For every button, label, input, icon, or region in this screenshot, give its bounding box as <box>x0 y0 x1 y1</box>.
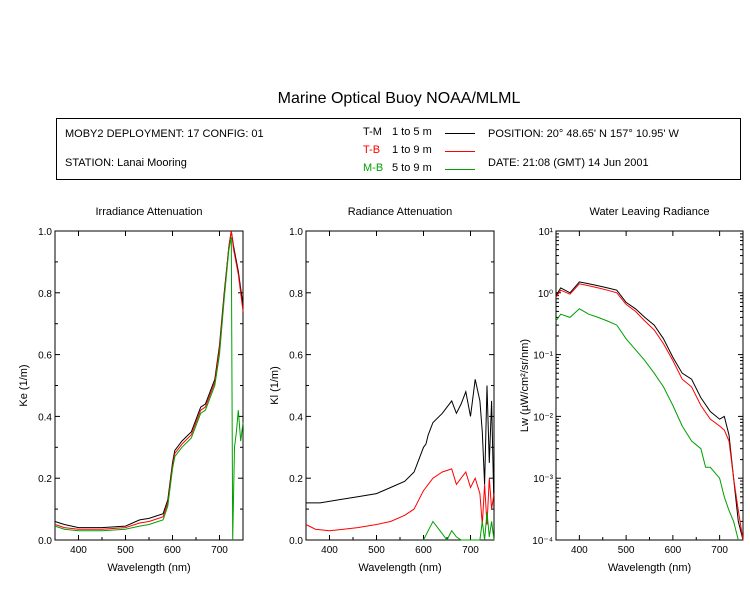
chart1-ytick-label: 0.4 <box>38 412 52 423</box>
chart1-xtick-label: 600 <box>164 545 181 556</box>
chart3-series-t-m <box>555 281 744 541</box>
chart2-ytick-label: 0.0 <box>289 536 303 547</box>
chart2-xtick-label: 600 <box>415 545 432 556</box>
chart2-xtick-label: 500 <box>368 545 385 556</box>
chart3-ytick-label: 10⁻¹ <box>533 351 553 362</box>
chart2-xlabel: Wavelength (nm) <box>358 562 441 574</box>
legend-line-tb <box>445 151 475 152</box>
chart3-series-t-b <box>555 283 744 541</box>
info-box: MOBY2 DEPLOYMENT: 17 CONFIG: 01 STATION:… <box>56 118 741 180</box>
chart1-xtick-label: 400 <box>70 545 87 556</box>
chart2-series-t-m <box>306 379 495 510</box>
chart1-ytick-label: 0.2 <box>38 474 52 485</box>
chart1-series-m-b <box>54 237 244 541</box>
legend-range-tb: 1 to 9 m <box>392 144 432 156</box>
main-title: Marine Optical Buoy NOAA/MLML <box>277 90 521 107</box>
chart3-ytick-label: 10⁻⁴ <box>532 536 553 547</box>
deployment-text: MOBY2 DEPLOYMENT: 17 CONFIG: 01 <box>65 128 264 140</box>
chart2-xtick-label: 700 <box>462 545 479 556</box>
chart3-xtick-label: 700 <box>711 545 728 556</box>
chart2-ylabel: Kl (1/m) <box>269 366 281 405</box>
chart3-ytick-label: 10⁻³ <box>533 474 553 485</box>
chart3-ytick-label: 10⁻² <box>533 412 553 423</box>
chart3-frame <box>555 230 744 541</box>
chart1-title: Irradiance Attenuation <box>95 206 202 218</box>
chart2-ytick-label: 1.0 <box>289 227 303 238</box>
chart1-series-t-b <box>54 230 244 530</box>
chart1-ytick-label: 0.0 <box>38 536 52 547</box>
chart3-xtick-label: 400 <box>571 545 588 556</box>
chart2-ytick-label: 0.8 <box>289 289 303 300</box>
chart1-xtick-label: 500 <box>117 545 134 556</box>
legend-code-tb: T-B <box>363 144 381 156</box>
chart3-xlabel: Wavelength (nm) <box>608 562 691 574</box>
chart2-ytick-label: 0.4 <box>289 412 303 423</box>
chart2-series-t-b <box>305 468 495 532</box>
chart1-ytick-label: 1.0 <box>38 227 52 238</box>
chart3-series-m-b <box>555 308 739 541</box>
chart1-ytick-label: 0.8 <box>38 289 52 300</box>
chart2-ytick-label: 0.6 <box>289 351 303 362</box>
legend-line-mb <box>445 169 475 170</box>
chart2-frame <box>305 230 495 541</box>
chart2-ytick-label: 0.2 <box>289 474 303 485</box>
chart1-ytick-label: 0.6 <box>38 351 52 362</box>
chart1-ylabel: Ke (1/m) <box>18 364 30 406</box>
chart3-xtick-label: 600 <box>665 545 682 556</box>
legend-line-tm <box>445 133 475 134</box>
legend-range-tm: 1 to 5 m <box>392 126 432 138</box>
chart3-xtick-label: 500 <box>618 545 635 556</box>
legend-range-mb: 5 to 9 m <box>392 162 432 174</box>
chart3-ytick-label: 10¹ <box>539 227 554 238</box>
chart3-ytick-label: 10⁰ <box>538 289 553 300</box>
legend-code-mb: M-B <box>363 162 384 174</box>
chart1-xtick-label: 700 <box>211 545 228 556</box>
legend-code-tm: T-M <box>363 126 382 138</box>
position-text: POSITION: 20° 48.65' N 157° 10.95' W <box>488 128 679 140</box>
chart2-title: Radiance Attenuation <box>348 206 453 218</box>
chart2-xtick-label: 400 <box>321 545 338 556</box>
chart2-series-m-b <box>423 512 495 541</box>
chart3-ylabel: Lw (µW/cm²/sr/nm) <box>519 339 531 432</box>
chart1-xlabel: Wavelength (nm) <box>107 562 190 574</box>
date-text: DATE: 21:08 (GMT) 14 Jun 2001 <box>488 157 649 169</box>
station-text: STATION: Lanai Mooring <box>65 157 187 169</box>
chart3-title: Water Leaving Radiance <box>589 206 709 218</box>
